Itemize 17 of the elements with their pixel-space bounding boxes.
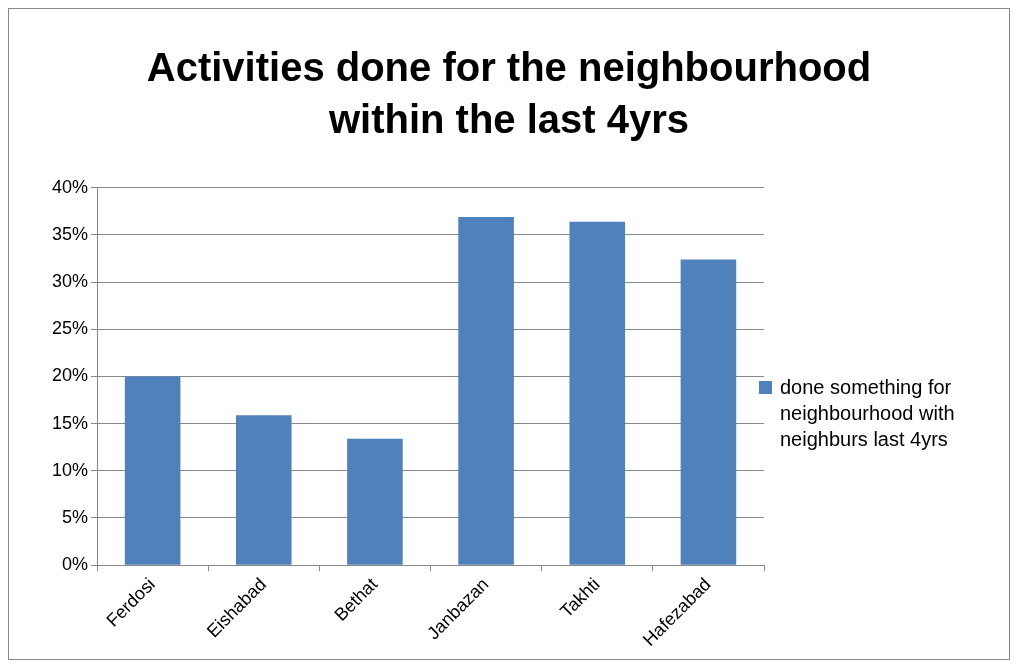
bar bbox=[569, 221, 626, 565]
bar bbox=[235, 415, 292, 565]
y-tick-label: 5% bbox=[62, 506, 89, 527]
y-tick-label: 20% bbox=[52, 365, 89, 386]
y-tick-label: 10% bbox=[52, 459, 89, 480]
y-tick-label: 25% bbox=[52, 318, 89, 339]
y-tick-label: 30% bbox=[52, 271, 89, 292]
y-tick-label: 40% bbox=[52, 176, 89, 197]
y-tick-label: 35% bbox=[52, 223, 89, 244]
y-tick-label: 0% bbox=[62, 554, 89, 575]
bar bbox=[680, 259, 737, 565]
y-tick-label: 15% bbox=[52, 412, 89, 433]
legend-label: done something for neighbourhood with neighburs last 4yrs bbox=[780, 375, 956, 452]
chart-title: Activities done for the neighbourhood within the last 4yrs bbox=[145, 44, 873, 143]
bar bbox=[458, 217, 514, 565]
bar bbox=[347, 438, 403, 565]
bar bbox=[124, 376, 181, 565]
